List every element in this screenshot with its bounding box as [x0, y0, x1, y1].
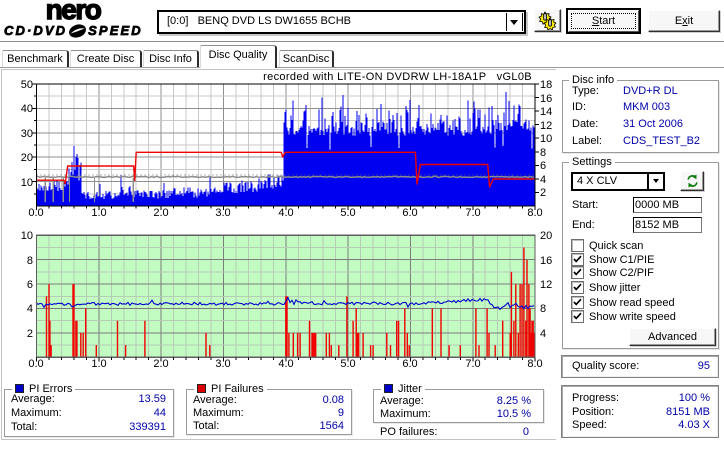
- svg-text:8: 8: [540, 147, 546, 159]
- svg-text:7.0: 7.0: [465, 207, 480, 219]
- svg-text:3.0: 3.0: [215, 358, 230, 370]
- svg-text:4.0: 4.0: [278, 207, 293, 219]
- svg-text:16: 16: [540, 255, 552, 267]
- svg-text:20: 20: [540, 230, 552, 242]
- svg-text:4.0: 4.0: [278, 358, 293, 370]
- svg-text:2.0: 2.0: [153, 358, 168, 370]
- svg-text:0.0: 0.0: [28, 358, 43, 370]
- svg-text:12: 12: [540, 120, 552, 132]
- svg-text:8: 8: [27, 255, 33, 267]
- svg-text:0.0: 0.0: [28, 207, 43, 219]
- svg-text:50: 50: [21, 79, 33, 91]
- svg-text:8: 8: [540, 303, 546, 315]
- svg-text:20: 20: [21, 152, 33, 164]
- svg-text:40: 40: [21, 103, 33, 115]
- svg-text:5.0: 5.0: [340, 207, 355, 219]
- svg-text:14: 14: [540, 106, 552, 118]
- svg-text:8.0: 8.0: [527, 358, 542, 370]
- svg-text:8.0: 8.0: [527, 207, 542, 219]
- svg-text:2.0: 2.0: [153, 207, 168, 219]
- svg-text:3.0: 3.0: [215, 207, 230, 219]
- svg-text:4: 4: [27, 303, 33, 315]
- svg-text:4: 4: [540, 174, 546, 186]
- svg-text:6: 6: [540, 160, 546, 172]
- svg-text:18: 18: [540, 79, 552, 91]
- svg-text:10: 10: [21, 230, 33, 242]
- svg-text:5.0: 5.0: [340, 358, 355, 370]
- svg-text:2: 2: [27, 328, 33, 340]
- svg-text:1.0: 1.0: [91, 207, 106, 219]
- svg-text:2: 2: [540, 187, 546, 199]
- svg-text:1.0: 1.0: [91, 358, 106, 370]
- svg-text:4: 4: [540, 328, 546, 340]
- svg-text:6: 6: [27, 279, 33, 291]
- svg-text:16: 16: [540, 93, 552, 105]
- svg-text:6.0: 6.0: [402, 358, 417, 370]
- svg-text:12: 12: [540, 279, 552, 291]
- svg-text:recorded with LITE-ON DVDRW LH: recorded with LITE-ON DVDRW LH-18A1P vGL…: [263, 71, 532, 83]
- svg-text:6.0: 6.0: [402, 207, 417, 219]
- svg-text:7.0: 7.0: [465, 358, 480, 370]
- svg-text:10: 10: [540, 133, 552, 145]
- svg-text:10: 10: [21, 177, 33, 189]
- svg-text:30: 30: [21, 128, 33, 140]
